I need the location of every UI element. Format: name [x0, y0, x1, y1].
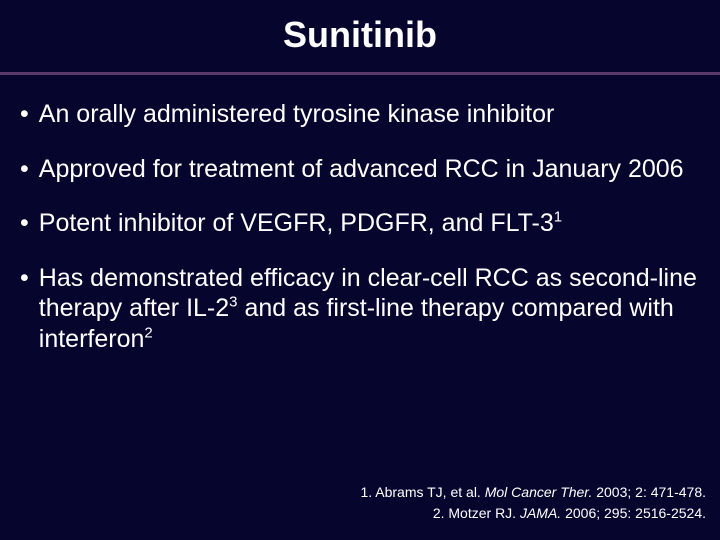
- bullet-text: Has demonstrated efficacy in clear-cell …: [39, 263, 700, 355]
- bullet-text: Approved for treatment of advanced RCC i…: [39, 154, 700, 185]
- reference-prefix: 2. Motzer RJ.: [433, 505, 520, 521]
- bullet-item: • Potent inhibitor of VEGFR, PDGFR, and …: [20, 208, 700, 239]
- reference-line: 1. Abrams TJ, et al. Mol Cancer Ther. 20…: [360, 482, 706, 503]
- reference-suffix: 2006; 295: 2516-2524.: [561, 505, 706, 521]
- reference-line: 2. Motzer RJ. JAMA. 2006; 295: 2516-2524…: [360, 503, 706, 524]
- bullet-text: Potent inhibitor of VEGFR, PDGFR, and FL…: [39, 208, 700, 239]
- slide-title: Sunitinib: [0, 14, 720, 56]
- title-region: Sunitinib: [0, 0, 720, 66]
- reference-suffix: 2003; 2: 471-478.: [592, 484, 706, 500]
- reference-prefix: 1. Abrams TJ, et al.: [360, 484, 484, 500]
- reference-journal: Mol Cancer Ther.: [485, 484, 593, 500]
- bullet-item: • Has demonstrated efficacy in clear-cel…: [20, 263, 700, 355]
- bullet-dot-icon: •: [20, 154, 29, 185]
- bullet-dot-icon: •: [20, 263, 29, 294]
- bullet-dot-icon: •: [20, 99, 29, 130]
- content-region: • An orally administered tyrosine kinase…: [0, 75, 720, 354]
- bullet-item: • Approved for treatment of advanced RCC…: [20, 154, 700, 185]
- bullet-item: • An orally administered tyrosine kinase…: [20, 99, 700, 130]
- references-region: 1. Abrams TJ, et al. Mol Cancer Ther. 20…: [360, 482, 706, 524]
- bullet-text: An orally administered tyrosine kinase i…: [39, 99, 700, 130]
- reference-journal: JAMA.: [520, 505, 561, 521]
- bullet-dot-icon: •: [20, 208, 29, 239]
